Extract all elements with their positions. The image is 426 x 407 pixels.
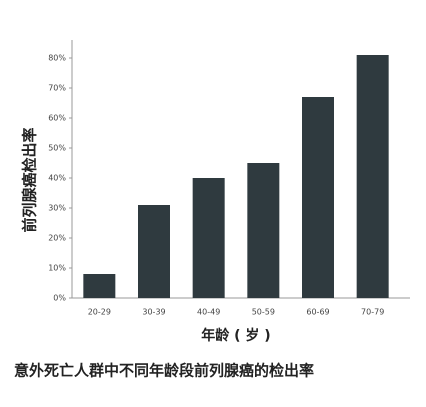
- y-tick-label: 0%: [53, 294, 66, 303]
- y-axis-label: 前列腺癌检出率: [21, 127, 39, 232]
- y-tick-label: 80%: [48, 54, 66, 63]
- bar: [138, 205, 170, 298]
- x-tick-label: 20-29: [88, 308, 111, 317]
- y-tick-label: 10%: [48, 264, 66, 273]
- y-tick-label: 40%: [48, 174, 66, 183]
- x-tick-label: 60-69: [306, 308, 329, 317]
- x-tick-label: 70-79: [361, 308, 384, 317]
- bar: [192, 178, 225, 298]
- x-tick-label: 40-49: [197, 308, 220, 317]
- bar: [356, 55, 389, 298]
- y-tick-label: 70%: [48, 84, 66, 93]
- y-tick-label: 60%: [48, 114, 66, 123]
- y-tick-label: 50%: [48, 144, 66, 153]
- caption: 意外死亡人群中不同年龄段前列腺癌的检出率: [14, 362, 314, 380]
- y-tick-label: 20%: [48, 234, 66, 243]
- x-axis-label: 年龄 ( 岁 ): [201, 327, 270, 344]
- x-tick-label: 30-39: [142, 308, 165, 317]
- y-tick-label: 30%: [48, 204, 66, 213]
- bar: [247, 163, 280, 298]
- bar: [83, 274, 116, 298]
- bar: [302, 97, 334, 298]
- x-tick-label: 50-59: [252, 308, 275, 317]
